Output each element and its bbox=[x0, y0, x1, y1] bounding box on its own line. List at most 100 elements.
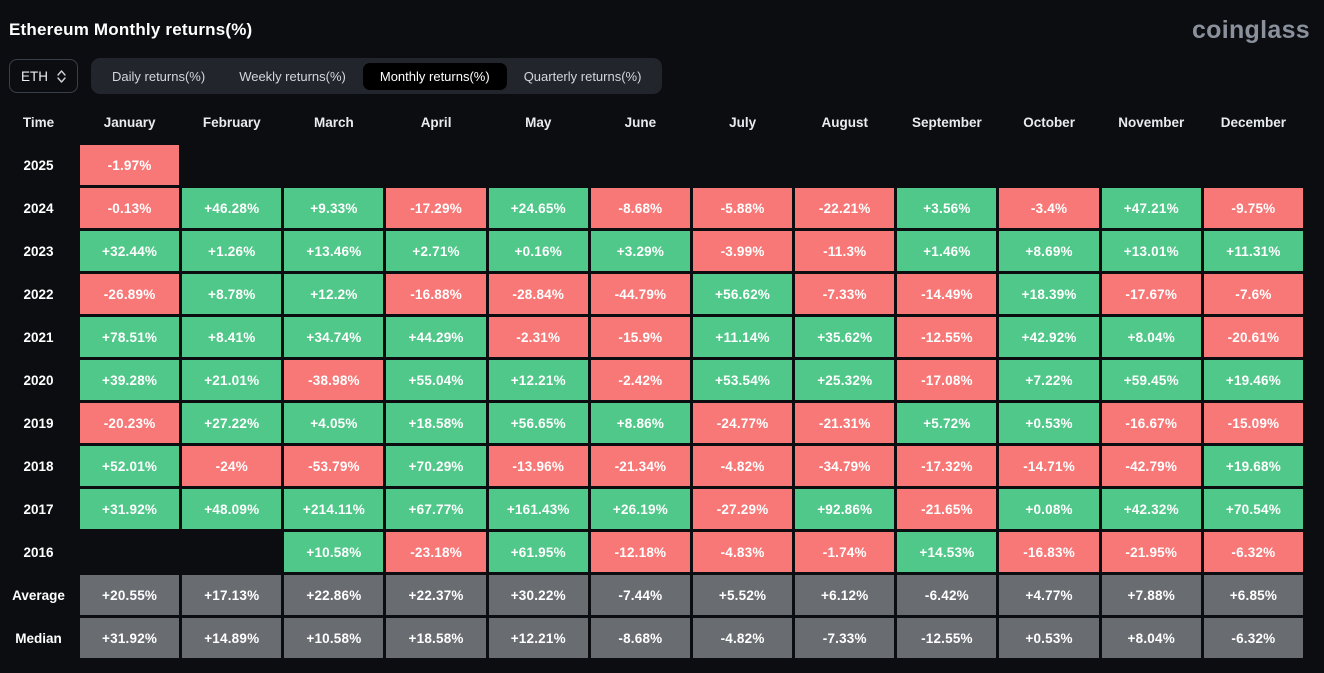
return-cell: -16.83% bbox=[999, 532, 1099, 572]
return-cell: -1.97% bbox=[80, 145, 180, 185]
return-cell: +12.21% bbox=[488, 618, 588, 658]
return-cell: +9.33% bbox=[284, 188, 384, 228]
return-cell: +78.51% bbox=[80, 317, 180, 357]
coinglass-logo: coinglass bbox=[1191, 15, 1310, 44]
symbol-select[interactable]: ETH bbox=[9, 59, 78, 93]
row-label: 2020 bbox=[23, 372, 54, 388]
return-cell: -38.98% bbox=[284, 360, 384, 400]
return-cell: -4.83% bbox=[692, 532, 793, 572]
return-cell: +161.43% bbox=[488, 489, 588, 529]
controls-bar: ETH Daily returns(%) Weekly returns(%) M… bbox=[0, 48, 1324, 96]
return-cell: +12.2% bbox=[284, 274, 384, 314]
empty-cell bbox=[591, 145, 690, 185]
return-cell: +0.53% bbox=[999, 403, 1099, 443]
return-cell: +53.54% bbox=[692, 360, 793, 400]
return-cell: -14.71% bbox=[999, 446, 1099, 486]
return-cell: -21.95% bbox=[1101, 532, 1201, 572]
empty-cell bbox=[999, 145, 1098, 185]
return-cell: -6.32% bbox=[1203, 532, 1303, 572]
return-cell: -24% bbox=[182, 446, 282, 486]
return-cell: +0.53% bbox=[999, 618, 1099, 658]
empty-cell bbox=[80, 532, 179, 572]
return-cell: +1.46% bbox=[897, 231, 997, 271]
return-cell: +0.08% bbox=[999, 489, 1099, 529]
return-cell: +31.92% bbox=[80, 489, 180, 529]
row-label: 2025 bbox=[23, 157, 54, 173]
return-cell: +8.41% bbox=[182, 317, 282, 357]
return-cell: -3.4% bbox=[999, 188, 1099, 228]
return-cell: +92.86% bbox=[795, 489, 895, 529]
return-cell: -12.18% bbox=[590, 532, 690, 572]
return-cell: -7.33% bbox=[795, 618, 895, 658]
return-cell: -6.42% bbox=[897, 575, 997, 615]
returns-tabs: Daily returns(%) Weekly returns(%) Month… bbox=[91, 58, 663, 94]
return-cell: +30.22% bbox=[488, 575, 588, 615]
tab-weekly-returns[interactable]: Weekly returns(%) bbox=[239, 68, 346, 84]
return-cell: +3.56% bbox=[897, 188, 997, 228]
return-cell: +22.86% bbox=[284, 575, 384, 615]
return-cell: +25.32% bbox=[795, 360, 895, 400]
row-label: Average bbox=[12, 587, 65, 603]
return-cell: -1.74% bbox=[795, 532, 895, 572]
return-cell: -21.34% bbox=[590, 446, 690, 486]
empty-cell bbox=[1102, 145, 1201, 185]
row-label: 2017 bbox=[23, 501, 54, 517]
tab-monthly-returns[interactable]: Monthly returns(%) bbox=[362, 62, 507, 90]
empty-cell bbox=[182, 532, 281, 572]
return-cell: +56.62% bbox=[692, 274, 793, 314]
tab-daily-returns[interactable]: Daily returns(%) bbox=[112, 68, 206, 84]
month-column-header: December bbox=[1220, 114, 1287, 130]
return-cell: +17.13% bbox=[182, 575, 282, 615]
return-cell: -6.32% bbox=[1203, 618, 1303, 658]
row-label: 2016 bbox=[23, 544, 54, 560]
return-cell: +3.29% bbox=[590, 231, 690, 271]
return-cell: -7.33% bbox=[795, 274, 895, 314]
month-column-header: June bbox=[624, 114, 657, 130]
empty-cell bbox=[795, 145, 894, 185]
row-label: 2019 bbox=[23, 415, 54, 431]
return-cell: -16.88% bbox=[386, 274, 486, 314]
return-cell: +27.22% bbox=[182, 403, 282, 443]
return-cell: -27.29% bbox=[692, 489, 793, 529]
return-cell: +13.46% bbox=[284, 231, 384, 271]
return-cell: -26.89% bbox=[80, 274, 180, 314]
row-label: 2024 bbox=[23, 200, 54, 216]
return-cell: +8.78% bbox=[182, 274, 282, 314]
row-label: 2018 bbox=[23, 458, 54, 474]
return-cell: -28.84% bbox=[488, 274, 588, 314]
return-cell: -53.79% bbox=[284, 446, 384, 486]
return-cell: -11.3% bbox=[795, 231, 895, 271]
return-cell: -9.75% bbox=[1203, 188, 1303, 228]
month-column-header: September bbox=[912, 114, 982, 130]
return-cell: +19.46% bbox=[1203, 360, 1303, 400]
return-cell: -4.82% bbox=[692, 446, 793, 486]
month-column-header: July bbox=[729, 114, 757, 130]
return-cell: +34.74% bbox=[284, 317, 384, 357]
return-cell: +8.86% bbox=[590, 403, 690, 443]
topbar: Ethereum Monthly returns(%) coinglass bbox=[0, 0, 1324, 48]
return-cell: +4.05% bbox=[284, 403, 384, 443]
empty-cell bbox=[897, 145, 996, 185]
return-cell: +13.01% bbox=[1101, 231, 1201, 271]
return-cell: +21.01% bbox=[182, 360, 282, 400]
return-cell: -7.6% bbox=[1203, 274, 1303, 314]
row-label: 2021 bbox=[23, 329, 54, 345]
return-cell: -17.67% bbox=[1101, 274, 1201, 314]
symbol-select-value: ETH bbox=[21, 68, 48, 84]
tab-quarterly-returns[interactable]: Quarterly returns(%) bbox=[523, 68, 642, 84]
month-column-header: February bbox=[202, 114, 261, 130]
return-cell: -17.29% bbox=[386, 188, 486, 228]
month-column-header: October bbox=[1023, 114, 1075, 130]
return-cell: -23.18% bbox=[386, 532, 486, 572]
month-column-header: January bbox=[103, 114, 156, 130]
return-cell: +52.01% bbox=[80, 446, 180, 486]
return-cell: +214.11% bbox=[284, 489, 384, 529]
return-cell: -17.32% bbox=[897, 446, 997, 486]
row-label: 2022 bbox=[23, 286, 54, 302]
return-cell: +11.14% bbox=[692, 317, 793, 357]
return-cell: +39.28% bbox=[80, 360, 180, 400]
return-cell: -8.68% bbox=[590, 188, 690, 228]
month-column-header: March bbox=[314, 114, 354, 130]
return-cell: +1.26% bbox=[182, 231, 282, 271]
empty-cell bbox=[1204, 145, 1303, 185]
